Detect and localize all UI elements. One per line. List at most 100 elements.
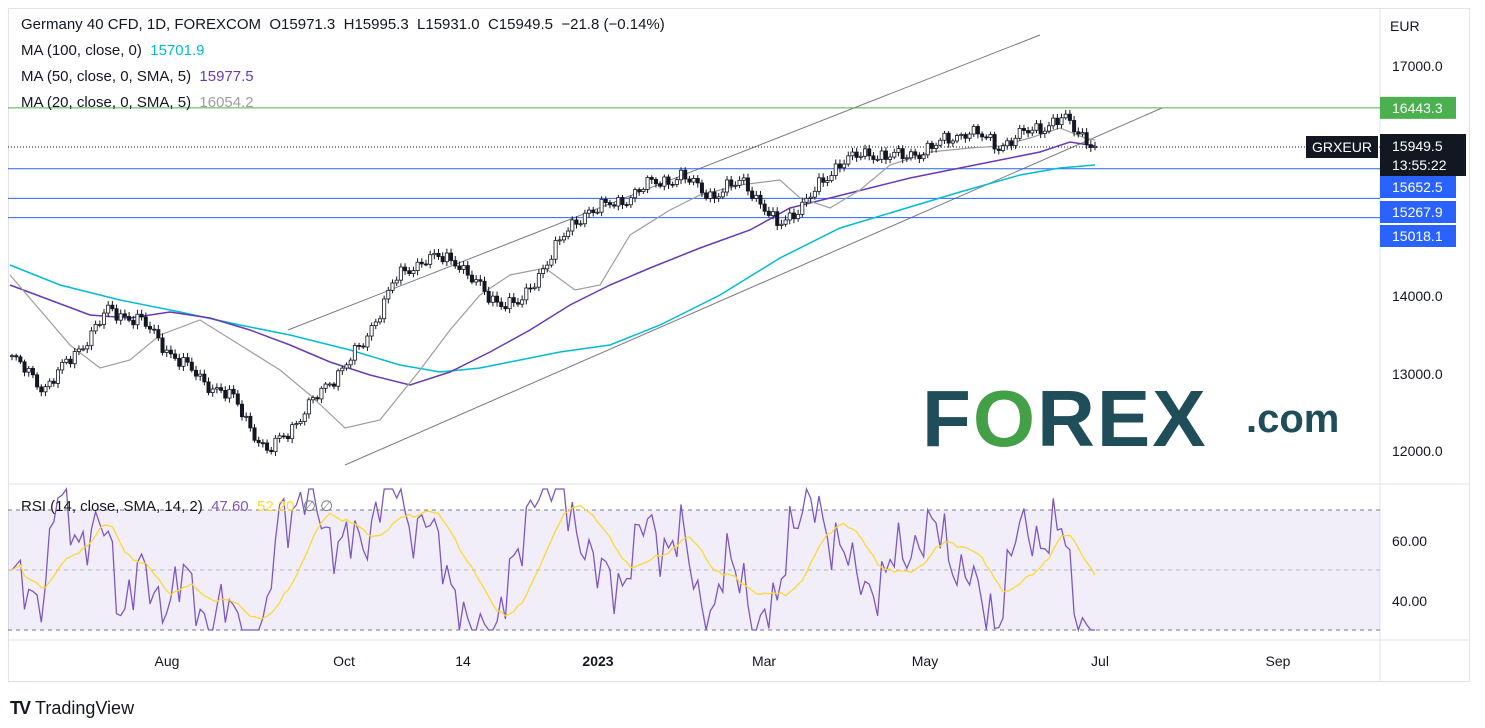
candle-body — [239, 403, 244, 418]
candle-body — [97, 324, 102, 326]
candle-body — [394, 279, 399, 284]
candle-body — [377, 318, 382, 323]
ticker-tag — [1306, 136, 1378, 158]
candle-body — [863, 148, 868, 157]
candle-body — [532, 286, 537, 289]
ohlc-low: L15931.0 — [417, 16, 480, 33]
candle-body — [14, 355, 19, 358]
ma20-label: MA (20, close, 0, SMA, 5) — [21, 94, 192, 111]
candle-body — [26, 367, 31, 373]
candle-body — [260, 442, 265, 445]
candle-body — [35, 374, 40, 388]
candle-body — [348, 359, 353, 366]
candle-body — [1030, 129, 1035, 134]
candle-body — [135, 313, 140, 326]
level-tag-label: 15652.5 — [1392, 179, 1443, 195]
candle-body — [474, 279, 479, 283]
tradingview-logo[interactable]: TV TradingView — [10, 698, 134, 719]
candle-body — [704, 192, 709, 199]
candle-body — [766, 210, 771, 216]
price-tick: 12000.0 — [1392, 443, 1443, 459]
symbol-name: Germany 40 CFD, 1D, FOREXCOM — [21, 16, 262, 33]
candle-body — [942, 132, 947, 141]
channel-lower-line — [344, 107, 1163, 466]
candle-body — [524, 287, 529, 301]
candle-body — [666, 176, 671, 185]
rsi-legend[interactable]: RSI (14, close, SMA, 14, 2) 47.60 52.20 … — [21, 497, 333, 515]
rsi-sma-line — [11, 504, 1096, 620]
ma50-legend[interactable]: MA (50, close, 0, SMA, 5) 15977.5 — [21, 68, 254, 85]
candle-body — [716, 196, 721, 199]
candle-body — [712, 191, 717, 199]
candle-body — [971, 126, 976, 135]
candle-body — [198, 373, 203, 377]
candle-body — [181, 357, 186, 367]
candle-body — [541, 268, 546, 274]
price-tick: 14000.0 — [1392, 288, 1443, 304]
candle-body — [369, 325, 374, 337]
candle-body — [486, 291, 491, 303]
level-tag-label: 16443.3 — [1392, 100, 1443, 116]
price-tick: 13000.0 — [1392, 366, 1443, 382]
candle-body — [1009, 140, 1014, 146]
candle-body — [327, 383, 332, 386]
candle-body — [22, 361, 27, 373]
candle-body — [854, 151, 859, 158]
candle-body — [185, 357, 190, 363]
candle-body — [294, 423, 299, 426]
candle-body — [624, 204, 629, 206]
candle-body — [896, 148, 901, 153]
candle-body — [825, 180, 830, 183]
candle-body — [628, 197, 633, 206]
candle-body — [168, 349, 173, 355]
candle-body — [449, 252, 454, 261]
candle-body — [344, 364, 349, 369]
candle-body — [858, 155, 863, 158]
candle-body — [177, 357, 182, 367]
candle-body — [39, 386, 44, 393]
candle-body — [662, 176, 667, 187]
candle-body — [60, 361, 65, 371]
candle-body — [357, 345, 362, 347]
ma20-value: 16054.2 — [199, 94, 254, 111]
candle-body — [892, 151, 897, 158]
candle-body — [695, 178, 700, 184]
candle-body — [762, 203, 767, 212]
candle-body — [256, 439, 261, 444]
time-tick: Oct — [333, 653, 355, 669]
candle-body — [955, 135, 960, 142]
candle-body — [691, 178, 696, 183]
candle-body — [1021, 128, 1026, 131]
candle-body — [436, 252, 441, 257]
candle-body — [440, 256, 445, 263]
candle-body — [959, 134, 964, 136]
ma20-legend[interactable]: MA (20, close, 0, SMA, 5) 16054.2 — [21, 94, 254, 111]
candle-body — [536, 273, 541, 288]
candle-body — [511, 297, 516, 303]
candle-body — [578, 223, 583, 226]
candle-body — [202, 373, 207, 383]
candle-body — [411, 270, 416, 274]
time-tick: May — [912, 653, 938, 669]
candle-body — [269, 449, 274, 453]
rsi-band — [8, 510, 1380, 630]
candle-body — [18, 356, 23, 363]
candle-body — [457, 265, 462, 270]
watermark-suffix: .com — [1246, 397, 1339, 441]
candle-body — [319, 387, 324, 400]
candle-body — [453, 260, 458, 267]
candle-body — [306, 399, 311, 415]
level-tag — [1380, 96, 1456, 119]
ma100-legend[interactable]: MA (100, close, 0) 15701.9 — [21, 42, 204, 59]
candle-body — [616, 197, 621, 207]
candle-body — [290, 424, 295, 440]
candle-body — [1072, 120, 1077, 133]
level-tag-label: 15018.1 — [1392, 228, 1443, 244]
candle-body — [988, 134, 993, 138]
candle-body — [649, 177, 654, 180]
rsi-line — [11, 486, 1095, 633]
candle-body — [620, 197, 625, 205]
ohlc-close: C15949.5 — [487, 16, 554, 33]
candle-body — [285, 435, 290, 440]
